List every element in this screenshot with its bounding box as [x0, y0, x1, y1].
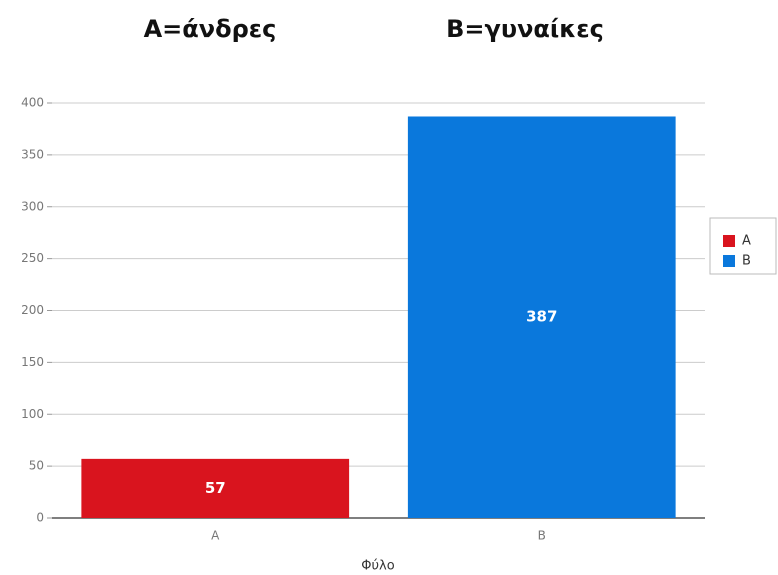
data-label: 57 — [205, 479, 226, 497]
x-tick-label: B — [538, 529, 546, 543]
y-tick-label: 400 — [21, 96, 44, 110]
x-axis-label: Φύλο — [361, 559, 394, 574]
y-tick-label: 50 — [29, 459, 44, 473]
y-tick-label: 250 — [21, 251, 44, 265]
legend-swatch — [723, 235, 735, 247]
bar — [81, 458, 350, 518]
y-tick-label: 300 — [21, 199, 44, 213]
annotation: A=άνδρες — [144, 15, 277, 43]
bar — [407, 116, 676, 519]
legend-label: A — [742, 234, 751, 249]
legend-label: B — [742, 254, 751, 269]
data-label: 387 — [526, 308, 557, 326]
y-tick-label: 350 — [21, 147, 44, 161]
y-tick-label: 100 — [21, 407, 44, 421]
x-tick-label: A — [211, 529, 220, 543]
legend-swatch — [723, 255, 735, 267]
y-tick-label: 0 — [36, 511, 44, 525]
annotation: B=γυναίκες — [446, 15, 604, 43]
y-tick-label: 200 — [21, 303, 44, 317]
y-tick-label: 150 — [21, 355, 44, 369]
legend-box — [709, 217, 777, 275]
